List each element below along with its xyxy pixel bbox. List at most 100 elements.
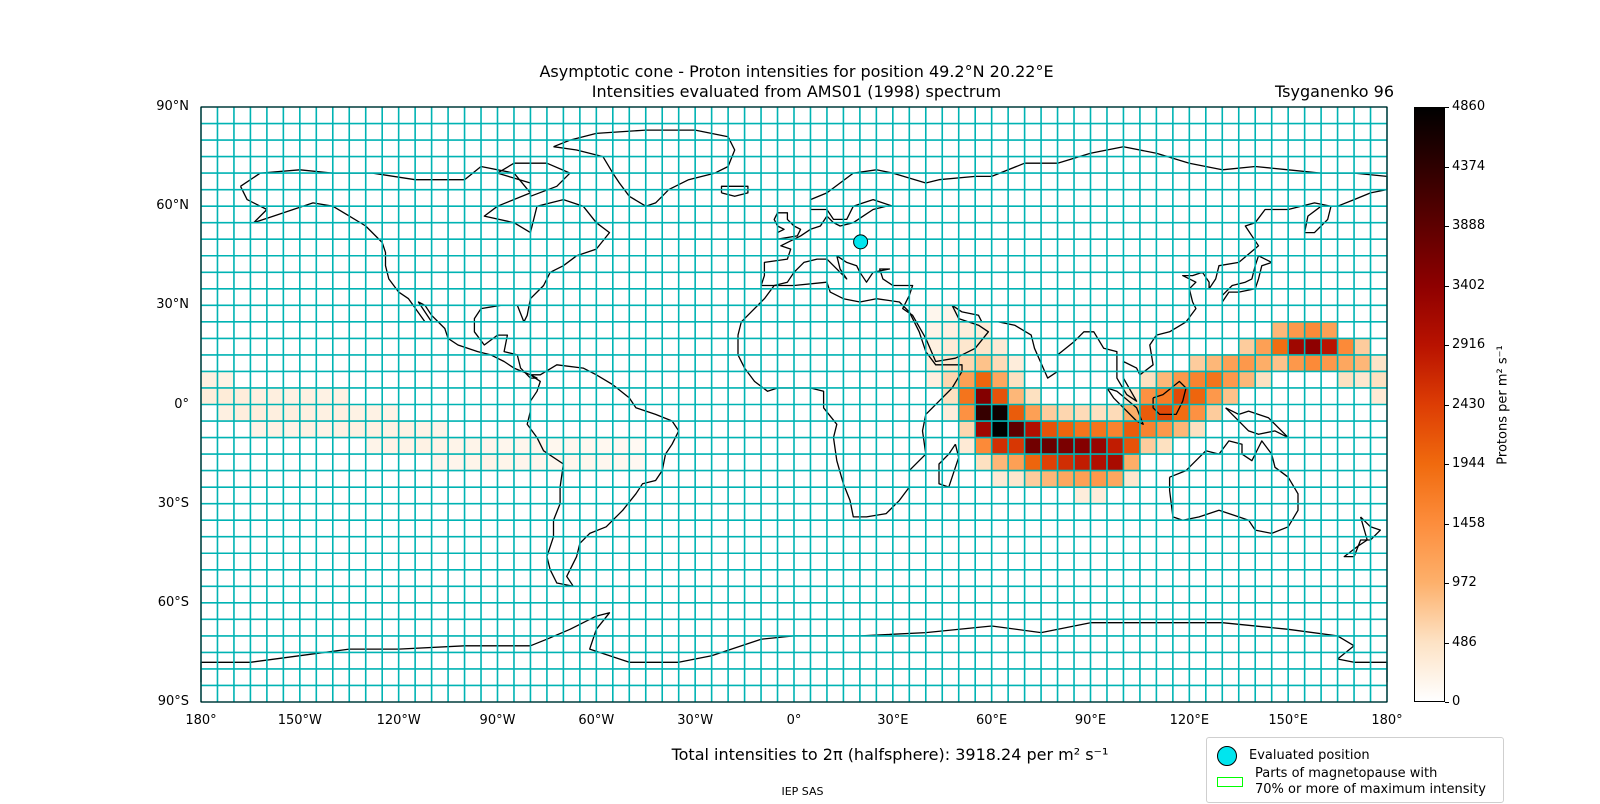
intensity-cell bbox=[546, 454, 564, 471]
intensity-cell bbox=[250, 421, 267, 438]
intensity-cell bbox=[332, 421, 350, 438]
intensity-cell bbox=[201, 387, 218, 405]
intensity-cell bbox=[1321, 354, 1338, 372]
intensity-cell bbox=[481, 437, 498, 455]
intensity-cell bbox=[1189, 387, 1206, 405]
lon-tick-label: 180° bbox=[1371, 713, 1403, 728]
intensity-cell bbox=[1106, 470, 1124, 488]
lat-tick-label: 0° bbox=[174, 396, 189, 412]
intensity-cell bbox=[1123, 437, 1140, 455]
intensity-cell bbox=[958, 404, 976, 422]
colorbar-tick-label: 4860 bbox=[1452, 99, 1486, 114]
intensity-cell bbox=[942, 321, 959, 339]
coastline-north-america bbox=[239, 165, 611, 379]
lon-tick-label: 120°E bbox=[1169, 713, 1210, 728]
intensity-cell bbox=[563, 437, 580, 455]
lon-tick-label: 150°E bbox=[1268, 713, 1308, 728]
coastline-uk bbox=[773, 212, 802, 240]
intensity-cell bbox=[1222, 371, 1239, 388]
intensity-cell bbox=[316, 404, 333, 422]
intensity-cell bbox=[1321, 338, 1338, 355]
intensity-cell bbox=[1008, 371, 1025, 388]
intensity-cell bbox=[1090, 404, 1107, 422]
intensity-cell bbox=[1090, 487, 1107, 504]
intensity-cell bbox=[975, 404, 992, 422]
intensity-cell bbox=[1370, 354, 1387, 372]
intensity-cell bbox=[513, 454, 531, 471]
intensity-cell bbox=[596, 437, 613, 455]
colorbar-tick-label: 0 bbox=[1452, 694, 1461, 709]
intensity-cell bbox=[266, 387, 284, 405]
intensity-cell bbox=[1074, 454, 1091, 471]
legend-item-evaluated-position: Evaluated position bbox=[1217, 746, 1370, 766]
colorbar-tick-mark bbox=[1445, 285, 1449, 287]
intensity-cell bbox=[1222, 354, 1239, 372]
intensity-cell bbox=[1156, 404, 1173, 422]
intensity-cell bbox=[233, 404, 251, 422]
intensity-cell bbox=[991, 354, 1009, 372]
intensity-cell bbox=[1205, 387, 1223, 405]
colorbar-tick-label: 2916 bbox=[1452, 337, 1486, 352]
colorbar-tick-label: 972 bbox=[1452, 575, 1477, 590]
colorbar-tick-label: 4374 bbox=[1452, 158, 1486, 174]
intensity-cell bbox=[448, 437, 465, 455]
intensity-cell bbox=[464, 454, 482, 471]
intensity-cell bbox=[332, 387, 350, 405]
circle-marker-icon bbox=[1217, 746, 1237, 766]
intensity-cell bbox=[1106, 454, 1124, 471]
intensity-cell bbox=[1156, 387, 1173, 405]
intensity-cell bbox=[1074, 437, 1091, 455]
intensity-cell bbox=[217, 404, 234, 422]
intensity-cell bbox=[1238, 354, 1256, 372]
intensity-cell bbox=[1074, 421, 1091, 438]
intensity-cell bbox=[365, 437, 383, 455]
colorbar-tick-mark bbox=[1445, 345, 1449, 346]
intensity-cell bbox=[925, 338, 943, 355]
intensity-cell bbox=[415, 437, 432, 455]
intensity-cell bbox=[1255, 371, 1272, 388]
intensity-cell bbox=[1057, 470, 1075, 488]
intensity-cell bbox=[1205, 354, 1223, 372]
lon-tick-label: 180° bbox=[185, 713, 217, 728]
intensity-cell bbox=[1156, 437, 1173, 455]
colorbar bbox=[1414, 107, 1445, 702]
intensity-cell bbox=[513, 437, 531, 455]
intensity-cell bbox=[1139, 387, 1157, 405]
intensity-cell bbox=[1008, 404, 1025, 422]
intensity-cell bbox=[1057, 421, 1075, 438]
intensity-cell bbox=[431, 421, 449, 438]
colorbar-tick-label: 1944 bbox=[1452, 456, 1486, 471]
coastline-iceland bbox=[720, 185, 749, 197]
intensity-cell bbox=[1024, 454, 1042, 471]
intensity-cell bbox=[316, 387, 333, 405]
intensity-cell bbox=[991, 387, 1009, 405]
intensity-cell bbox=[398, 437, 416, 455]
intensity-cell bbox=[1024, 404, 1042, 422]
colorbar-tick-label: 3888 bbox=[1452, 218, 1486, 233]
lat-tick-label: 30°N bbox=[156, 297, 189, 313]
colorbar-tick-mark bbox=[1445, 642, 1449, 644]
intensity-cell bbox=[942, 387, 959, 405]
intensity-cell bbox=[563, 454, 580, 471]
intensity-cell bbox=[629, 437, 646, 455]
intensity-cell bbox=[1304, 354, 1322, 372]
lon-tick-label: 90°E bbox=[1074, 713, 1107, 728]
lat-tick-label: 60°N bbox=[156, 198, 189, 214]
lon-tick-label: 60°W bbox=[578, 713, 615, 728]
legend: Evaluated position Parts of magnetopause… bbox=[1206, 737, 1504, 803]
intensity-cell bbox=[431, 454, 449, 471]
intensity-cell bbox=[481, 454, 498, 471]
colorbar-tick-mark bbox=[1445, 523, 1449, 525]
model-label: Tsyganenko 96 bbox=[1275, 82, 1394, 101]
intensity-cell bbox=[250, 404, 267, 422]
colorbar-tick-mark bbox=[1445, 226, 1449, 227]
intensity-cell bbox=[1271, 354, 1289, 372]
intensity-cell bbox=[1139, 371, 1157, 388]
intensity-cell bbox=[991, 404, 1009, 422]
intensity-cell bbox=[1024, 437, 1042, 455]
intensity-cell bbox=[1106, 404, 1124, 422]
map-frame bbox=[200, 106, 1388, 703]
intensity-cell bbox=[958, 321, 976, 339]
